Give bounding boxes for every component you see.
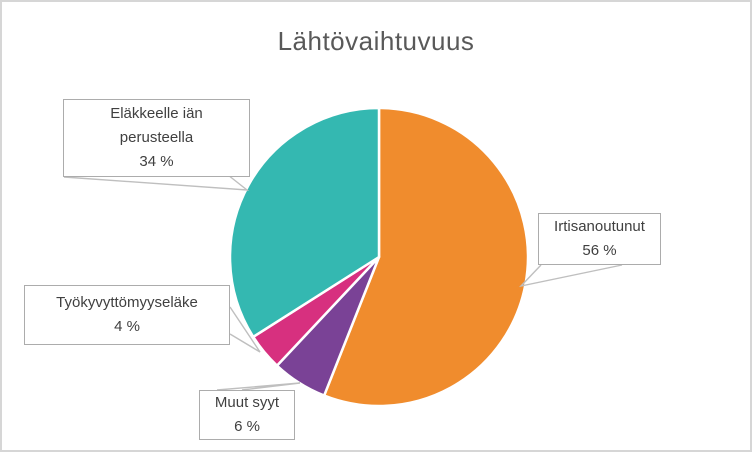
- pie-slice-elakkeelle-ian-perusteella: [228, 106, 381, 339]
- callout-percent: 56 %: [582, 242, 617, 259]
- leader-muut-syyt: [216, 382, 301, 391]
- leader-tyokyvyttomyyselake: [229, 306, 261, 353]
- leader-irtisanoutunut: [518, 264, 623, 288]
- callout-label-line: Työkyvyttömyyseläke: [56, 294, 198, 311]
- callout-label-line: perusteella: [119, 129, 194, 146]
- callout-elakkeelle-ian-perusteella: Eläkkeelle iän perusteella 34 %: [63, 99, 250, 177]
- callout-percent: 6 %: [234, 418, 260, 435]
- callout-label-line: Muut syyt: [214, 394, 280, 411]
- leader-elakkeelle-ian-perusteella: [63, 174, 250, 191]
- callout-percent: 34 %: [139, 153, 174, 170]
- callout-irtisanoutunut: Irtisanoutunut 56 %: [538, 213, 661, 265]
- chart-title: Lähtövaihtuvuus: [277, 26, 475, 56]
- callout-muut-syyt: Muut syyt 6 %: [199, 390, 295, 440]
- callout-label-line: Eläkkeelle iän: [110, 105, 203, 122]
- callout-percent: 4 %: [114, 318, 140, 335]
- callout-tyokyvyttomyyselake: Työkyvyttömyyseläke 4 %: [24, 285, 230, 345]
- callout-label-line: Irtisanoutunut: [554, 218, 645, 235]
